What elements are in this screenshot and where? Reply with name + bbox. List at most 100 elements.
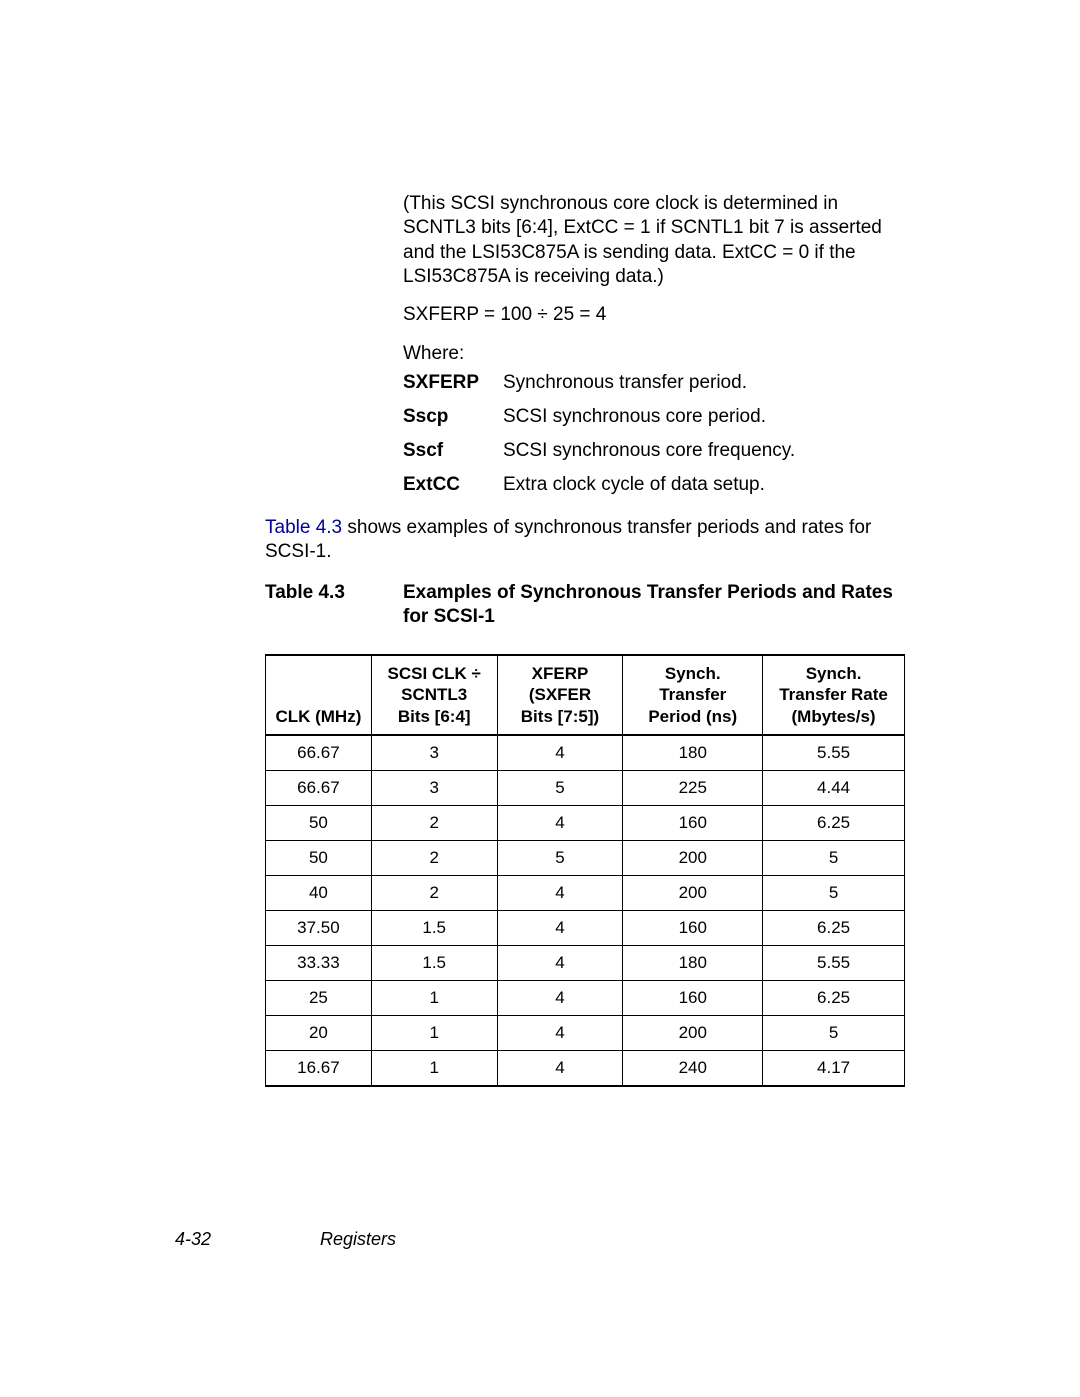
table-cell: 37.50 xyxy=(266,910,372,945)
intro-block: (This SCSI synchronous core clock is det… xyxy=(403,192,903,380)
table-cell: 4.44 xyxy=(763,770,905,805)
table-cell: 4 xyxy=(497,735,623,771)
table-cell: 2 xyxy=(371,840,497,875)
table-cell: 2 xyxy=(371,875,497,910)
table-cell: 1.5 xyxy=(371,910,497,945)
table-cell: 66.67 xyxy=(266,770,372,805)
col-header: CLK (MHz) xyxy=(266,655,372,735)
table-row: 50 2 4 160 6.25 xyxy=(266,805,905,840)
table-row: 37.50 1.5 4 160 6.25 xyxy=(266,910,905,945)
footer-page-number: 4-32 xyxy=(175,1229,315,1250)
table-caption: Table 4.3 Examples of Synchronous Transf… xyxy=(265,581,905,630)
intro-paragraph: (This SCSI synchronous core clock is det… xyxy=(403,192,903,289)
table-cell: 16.67 xyxy=(266,1050,372,1086)
table-cell: 4 xyxy=(497,910,623,945)
table-cell: 3 xyxy=(371,770,497,805)
table-cell: 160 xyxy=(623,980,763,1015)
definition-desc: SCSI synchronous core frequency. xyxy=(503,440,903,462)
table-cell: 4 xyxy=(497,875,623,910)
col-header-line: Period (ns) xyxy=(648,707,737,726)
definition-row: Sscp SCSI synchronous core period. xyxy=(403,406,903,428)
col-header-line: SCNTL3 xyxy=(401,685,467,704)
where-label: Where: xyxy=(403,342,903,366)
table-cell: 40 xyxy=(266,875,372,910)
table-cell: 180 xyxy=(623,735,763,771)
equation-line: SXFERP = 100 ÷ 25 = 4 xyxy=(403,303,903,327)
col-header-line: Transfer xyxy=(659,685,726,704)
col-header: Synch. Transfer Period (ns) xyxy=(623,655,763,735)
table-cell: 4.17 xyxy=(763,1050,905,1086)
col-header-line: Synch. xyxy=(665,664,721,683)
col-header-line: (Mbytes/s) xyxy=(792,707,876,726)
table-cell: 1 xyxy=(371,1015,497,1050)
col-header-line: Synch. xyxy=(806,664,862,683)
definition-term: ExtCC xyxy=(403,474,503,496)
table-row: 20 1 4 200 5 xyxy=(266,1015,905,1050)
table-cell: 5 xyxy=(763,840,905,875)
table-cell: 240 xyxy=(623,1050,763,1086)
footer-section-title: Registers xyxy=(320,1229,396,1250)
table-cell: 5 xyxy=(497,770,623,805)
table-cell: 160 xyxy=(623,805,763,840)
table-cell: 20 xyxy=(266,1015,372,1050)
table-cell: 3 xyxy=(371,735,497,771)
table-cell: 4 xyxy=(497,980,623,1015)
table-cell: 200 xyxy=(623,1015,763,1050)
table-cell: 4 xyxy=(497,805,623,840)
definition-desc: SCSI synchronous core period. xyxy=(503,406,903,428)
table-cell: 4 xyxy=(497,945,623,980)
table-cell: 4 xyxy=(497,1050,623,1086)
col-header-line: Bits [7:5]) xyxy=(521,707,599,726)
table-row: 50 2 5 200 5 xyxy=(266,840,905,875)
table-header: CLK (MHz) SCSI CLK ÷ SCNTL3 Bits [6:4] X… xyxy=(266,655,905,735)
table-cell: 4 xyxy=(497,1015,623,1050)
table-cell: 1 xyxy=(371,1050,497,1086)
table-cell: 6.25 xyxy=(763,980,905,1015)
definition-row: Sscf SCSI synchronous core frequency. xyxy=(403,440,903,462)
col-header-line: Transfer Rate xyxy=(779,685,888,704)
table-cell: 160 xyxy=(623,910,763,945)
table-row: 66.67 3 5 225 4.44 xyxy=(266,770,905,805)
table-cell: 225 xyxy=(623,770,763,805)
table-cell: 5 xyxy=(497,840,623,875)
table-reference-link[interactable]: Table 4.3 xyxy=(265,517,342,538)
col-header: XFERP (SXFER Bits [7:5]) xyxy=(497,655,623,735)
table-cell: 50 xyxy=(266,805,372,840)
col-header-line: Bits [6:4] xyxy=(398,707,471,726)
table-cell: 25 xyxy=(266,980,372,1015)
definition-term: SXFERP xyxy=(403,372,503,394)
definition-term: Sscf xyxy=(403,440,503,462)
page: (This SCSI synchronous core clock is det… xyxy=(0,0,1080,1397)
table-caption-label: Table 4.3 xyxy=(265,581,403,630)
table-cell: 1 xyxy=(371,980,497,1015)
definition-desc: Synchronous transfer period. xyxy=(503,372,903,394)
definition-row: SXFERP Synchronous transfer period. xyxy=(403,372,903,394)
table-cell: 1.5 xyxy=(371,945,497,980)
page-footer: 4-32 Registers xyxy=(175,1229,905,1250)
table-caption-title: Examples of Synchronous Transfer Periods… xyxy=(403,581,905,630)
table-cell: 180 xyxy=(623,945,763,980)
table-cell: 50 xyxy=(266,840,372,875)
col-header-line: CLK (MHz) xyxy=(275,707,361,726)
table-cell: 5 xyxy=(763,1015,905,1050)
definition-term: Sscp xyxy=(403,406,503,428)
table-body: 66.67 3 4 180 5.55 66.67 3 5 225 4.44 50… xyxy=(266,735,905,1086)
table-cell: 2 xyxy=(371,805,497,840)
table-header-row: CLK (MHz) SCSI CLK ÷ SCNTL3 Bits [6:4] X… xyxy=(266,655,905,735)
table-cell: 66.67 xyxy=(266,735,372,771)
col-header: Synch. Transfer Rate (Mbytes/s) xyxy=(763,655,905,735)
table-row: 33.33 1.5 4 180 5.55 xyxy=(266,945,905,980)
table-cell: 6.25 xyxy=(763,805,905,840)
table-cell: 5.55 xyxy=(763,735,905,771)
definition-row: ExtCC Extra clock cycle of data setup. xyxy=(403,474,903,496)
table-cell: 6.25 xyxy=(763,910,905,945)
table-cell: 33.33 xyxy=(266,945,372,980)
definitions-list: SXFERP Synchronous transfer period. Sscp… xyxy=(403,372,903,508)
table-cell: 5.55 xyxy=(763,945,905,980)
table-row: 16.67 1 4 240 4.17 xyxy=(266,1050,905,1086)
table-cell: 200 xyxy=(623,875,763,910)
col-header-line: XFERP xyxy=(532,664,589,683)
table-cell: 200 xyxy=(623,840,763,875)
table-row: 40 2 4 200 5 xyxy=(266,875,905,910)
table-reference-paragraph: Table 4.3 shows examples of synchronous … xyxy=(265,516,905,565)
